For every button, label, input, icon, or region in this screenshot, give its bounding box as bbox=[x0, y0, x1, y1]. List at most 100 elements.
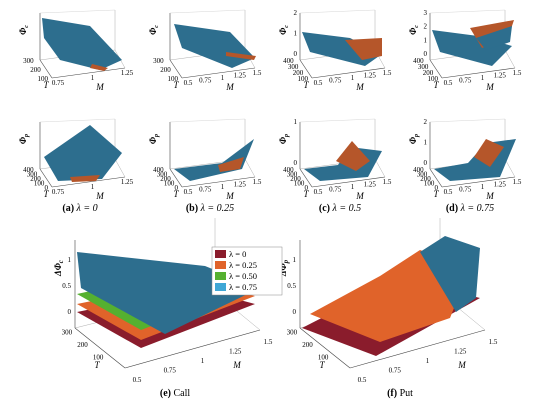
z-axis-label: Φc bbox=[18, 25, 30, 35]
z-tick-label: 3 bbox=[424, 9, 428, 17]
t-tick-label: 300 bbox=[62, 329, 73, 337]
legend-entry: λ = 0 bbox=[229, 249, 246, 259]
z-axis-label-sub: p bbox=[282, 259, 290, 264]
top-edge bbox=[299, 118, 376, 123]
surface-patch bbox=[174, 139, 254, 181]
m-tick-label: 0.5 bbox=[184, 188, 193, 196]
caption-f_put_diff: (f) Put bbox=[387, 388, 413, 399]
t-axis-label: T bbox=[433, 80, 439, 90]
t-tick-label: 200 bbox=[420, 175, 431, 183]
t-axis-label: T bbox=[319, 360, 325, 370]
m-tick-label: 1 bbox=[221, 74, 225, 82]
surface-patch bbox=[42, 18, 122, 70]
z-tick-label: 0 bbox=[424, 159, 428, 167]
t-axis-line bbox=[169, 168, 183, 188]
t-tick-label: 300 bbox=[418, 63, 429, 71]
z-tick-label: 2 bbox=[424, 118, 428, 126]
caption-letter: (a) bbox=[62, 203, 76, 214]
m-tick-label: 0.5 bbox=[314, 79, 323, 87]
m-axis-line bbox=[349, 329, 486, 369]
legend: λ = 0λ = 0.25λ = 0.50λ = 0.75 bbox=[211, 246, 283, 296]
m-axis-label: M bbox=[225, 82, 234, 92]
m-tick-label: 1 bbox=[91, 74, 95, 82]
t-tick-label: 400 bbox=[413, 57, 424, 65]
t-tick-label: 100 bbox=[38, 75, 49, 83]
m-tick-label: 1 bbox=[426, 357, 430, 365]
top-edge bbox=[39, 118, 116, 123]
t-tick-label: 200 bbox=[423, 69, 434, 77]
caption-letter: (c) bbox=[319, 203, 333, 214]
t-tick-label: 200 bbox=[160, 175, 171, 183]
m-tick-label: 1 bbox=[91, 183, 95, 191]
t-axis-label: T bbox=[173, 80, 179, 90]
caption-text: λ = 0.75 bbox=[460, 203, 495, 214]
m-tick-label: 0.75 bbox=[329, 186, 342, 194]
m-tick-label: 1.25 bbox=[494, 72, 507, 80]
caption-text: λ = 0 bbox=[76, 203, 98, 214]
t-axis-label: T bbox=[43, 189, 49, 199]
m-tick-label: 1 bbox=[351, 183, 355, 191]
t-tick-label: 200 bbox=[160, 66, 171, 74]
t-axis-label: T bbox=[173, 189, 179, 199]
m-axis-label: M bbox=[225, 191, 234, 201]
m-tick-label: 0.75 bbox=[329, 77, 342, 85]
surface-underside bbox=[70, 175, 100, 182]
z-axis-label: Φp bbox=[278, 134, 290, 144]
z-tick-label: 0 bbox=[424, 50, 428, 58]
t-axis-line bbox=[74, 327, 126, 369]
t-tick-label: 200 bbox=[77, 341, 88, 349]
m-axis-line bbox=[51, 176, 126, 188]
caption-text: Call bbox=[173, 388, 190, 399]
z-axis-label: Φc bbox=[148, 25, 160, 35]
t-axis-line bbox=[299, 327, 351, 369]
t-tick-label: 200 bbox=[30, 66, 41, 74]
z-axis-label: Φp bbox=[148, 134, 160, 144]
m-axis-label: M bbox=[457, 360, 466, 370]
z-tick-label: 1 bbox=[424, 36, 428, 44]
z-tick-label: 0 bbox=[68, 308, 72, 316]
t-tick-label: 300 bbox=[287, 329, 298, 337]
surface-underside bbox=[336, 141, 370, 171]
m-tick-label: 0.5 bbox=[314, 188, 323, 196]
subplot-e_call_diff: ΔΦc 0 0.5 1 100 200 300 0.5 0.75 1 1.25 1.5 T M bbox=[53, 218, 273, 384]
m-axis-line bbox=[51, 67, 126, 79]
z-axis-label-sub: p bbox=[154, 134, 160, 138]
t-axis-label: T bbox=[43, 80, 49, 90]
z-axis-label-sub: c bbox=[24, 25, 30, 28]
surface-underside bbox=[226, 52, 256, 60]
top-edge bbox=[429, 9, 506, 14]
m-tick-label: 1.25 bbox=[229, 348, 242, 356]
t-axis-line bbox=[39, 59, 53, 79]
t-tick-label: 100 bbox=[294, 180, 305, 188]
t-tick-label: 100 bbox=[168, 75, 179, 83]
m-tick-label: 0.5 bbox=[444, 188, 453, 196]
m-axis-line bbox=[124, 329, 261, 369]
z-tick-label: 1 bbox=[293, 256, 297, 264]
legend-swatch-icon bbox=[215, 272, 226, 280]
t-axis-label: T bbox=[433, 189, 439, 199]
m-axis-label: M bbox=[95, 82, 104, 92]
surface-patch bbox=[434, 139, 516, 181]
z-tick-label: 1 bbox=[68, 256, 72, 264]
z-axis-label-sub: c bbox=[414, 25, 420, 28]
t-tick-label: 300 bbox=[153, 57, 164, 65]
m-axis-label: M bbox=[355, 82, 364, 92]
m-tick-label: 0.75 bbox=[459, 186, 472, 194]
m-axis-line bbox=[441, 67, 516, 79]
t-tick-label: 200 bbox=[302, 341, 313, 349]
m-axis-label: M bbox=[485, 191, 494, 201]
z-axis-label: Φc bbox=[278, 25, 290, 35]
z-tick-label: 1 bbox=[424, 139, 428, 147]
caption-text: λ = 0.5 bbox=[332, 203, 362, 214]
z-tick-label: 0.5 bbox=[287, 282, 296, 290]
t-axis-line bbox=[299, 59, 313, 79]
m-tick-label: 0.75 bbox=[199, 186, 212, 194]
z-tick-label: 2 bbox=[294, 9, 298, 17]
